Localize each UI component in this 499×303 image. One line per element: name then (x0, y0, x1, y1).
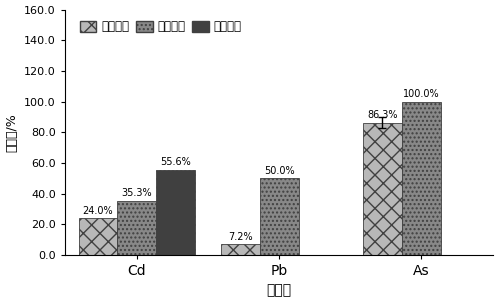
Bar (363, 122, 402, 255)
Bar (117, 201, 157, 255)
Text: 50.0%: 50.0% (264, 166, 294, 176)
Bar (259, 178, 298, 255)
Bar (402, 102, 441, 255)
Text: 100.0%: 100.0% (403, 89, 440, 99)
Bar (157, 170, 196, 255)
Bar (221, 244, 259, 255)
Text: 35.3%: 35.3% (122, 188, 152, 198)
Bar (78, 218, 117, 255)
Y-axis label: 超标率/%: 超标率/% (5, 113, 18, 152)
Text: 7.2%: 7.2% (228, 231, 252, 241)
Text: 55.6%: 55.6% (161, 157, 191, 167)
Text: 86.3%: 86.3% (367, 110, 398, 120)
X-axis label: 重金属: 重金属 (266, 283, 292, 298)
Text: 24.0%: 24.0% (83, 206, 113, 216)
Legend: 低风险组, 中风险组, 高风险组: 低风险组, 中风险组, 高风险组 (75, 15, 247, 38)
